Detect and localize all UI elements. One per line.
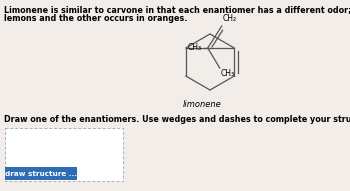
Text: draw structure ...: draw structure ... — [5, 171, 77, 176]
FancyBboxPatch shape — [5, 167, 77, 180]
FancyBboxPatch shape — [5, 128, 123, 181]
Text: limonene: limonene — [183, 100, 221, 109]
Text: CH₂: CH₂ — [223, 14, 237, 23]
Text: CH₃: CH₃ — [221, 69, 235, 78]
Text: lemons and the other occurs in oranges.: lemons and the other occurs in oranges. — [4, 14, 187, 23]
Text: Limonene is similar to carvone in that each enantiomer has a different odor; one: Limonene is similar to carvone in that e… — [4, 5, 350, 14]
Text: CH₃: CH₃ — [188, 44, 202, 53]
Text: Draw one of the enantiomers. Use wedges and dashes to complete your structure.: Draw one of the enantiomers. Use wedges … — [4, 115, 350, 124]
